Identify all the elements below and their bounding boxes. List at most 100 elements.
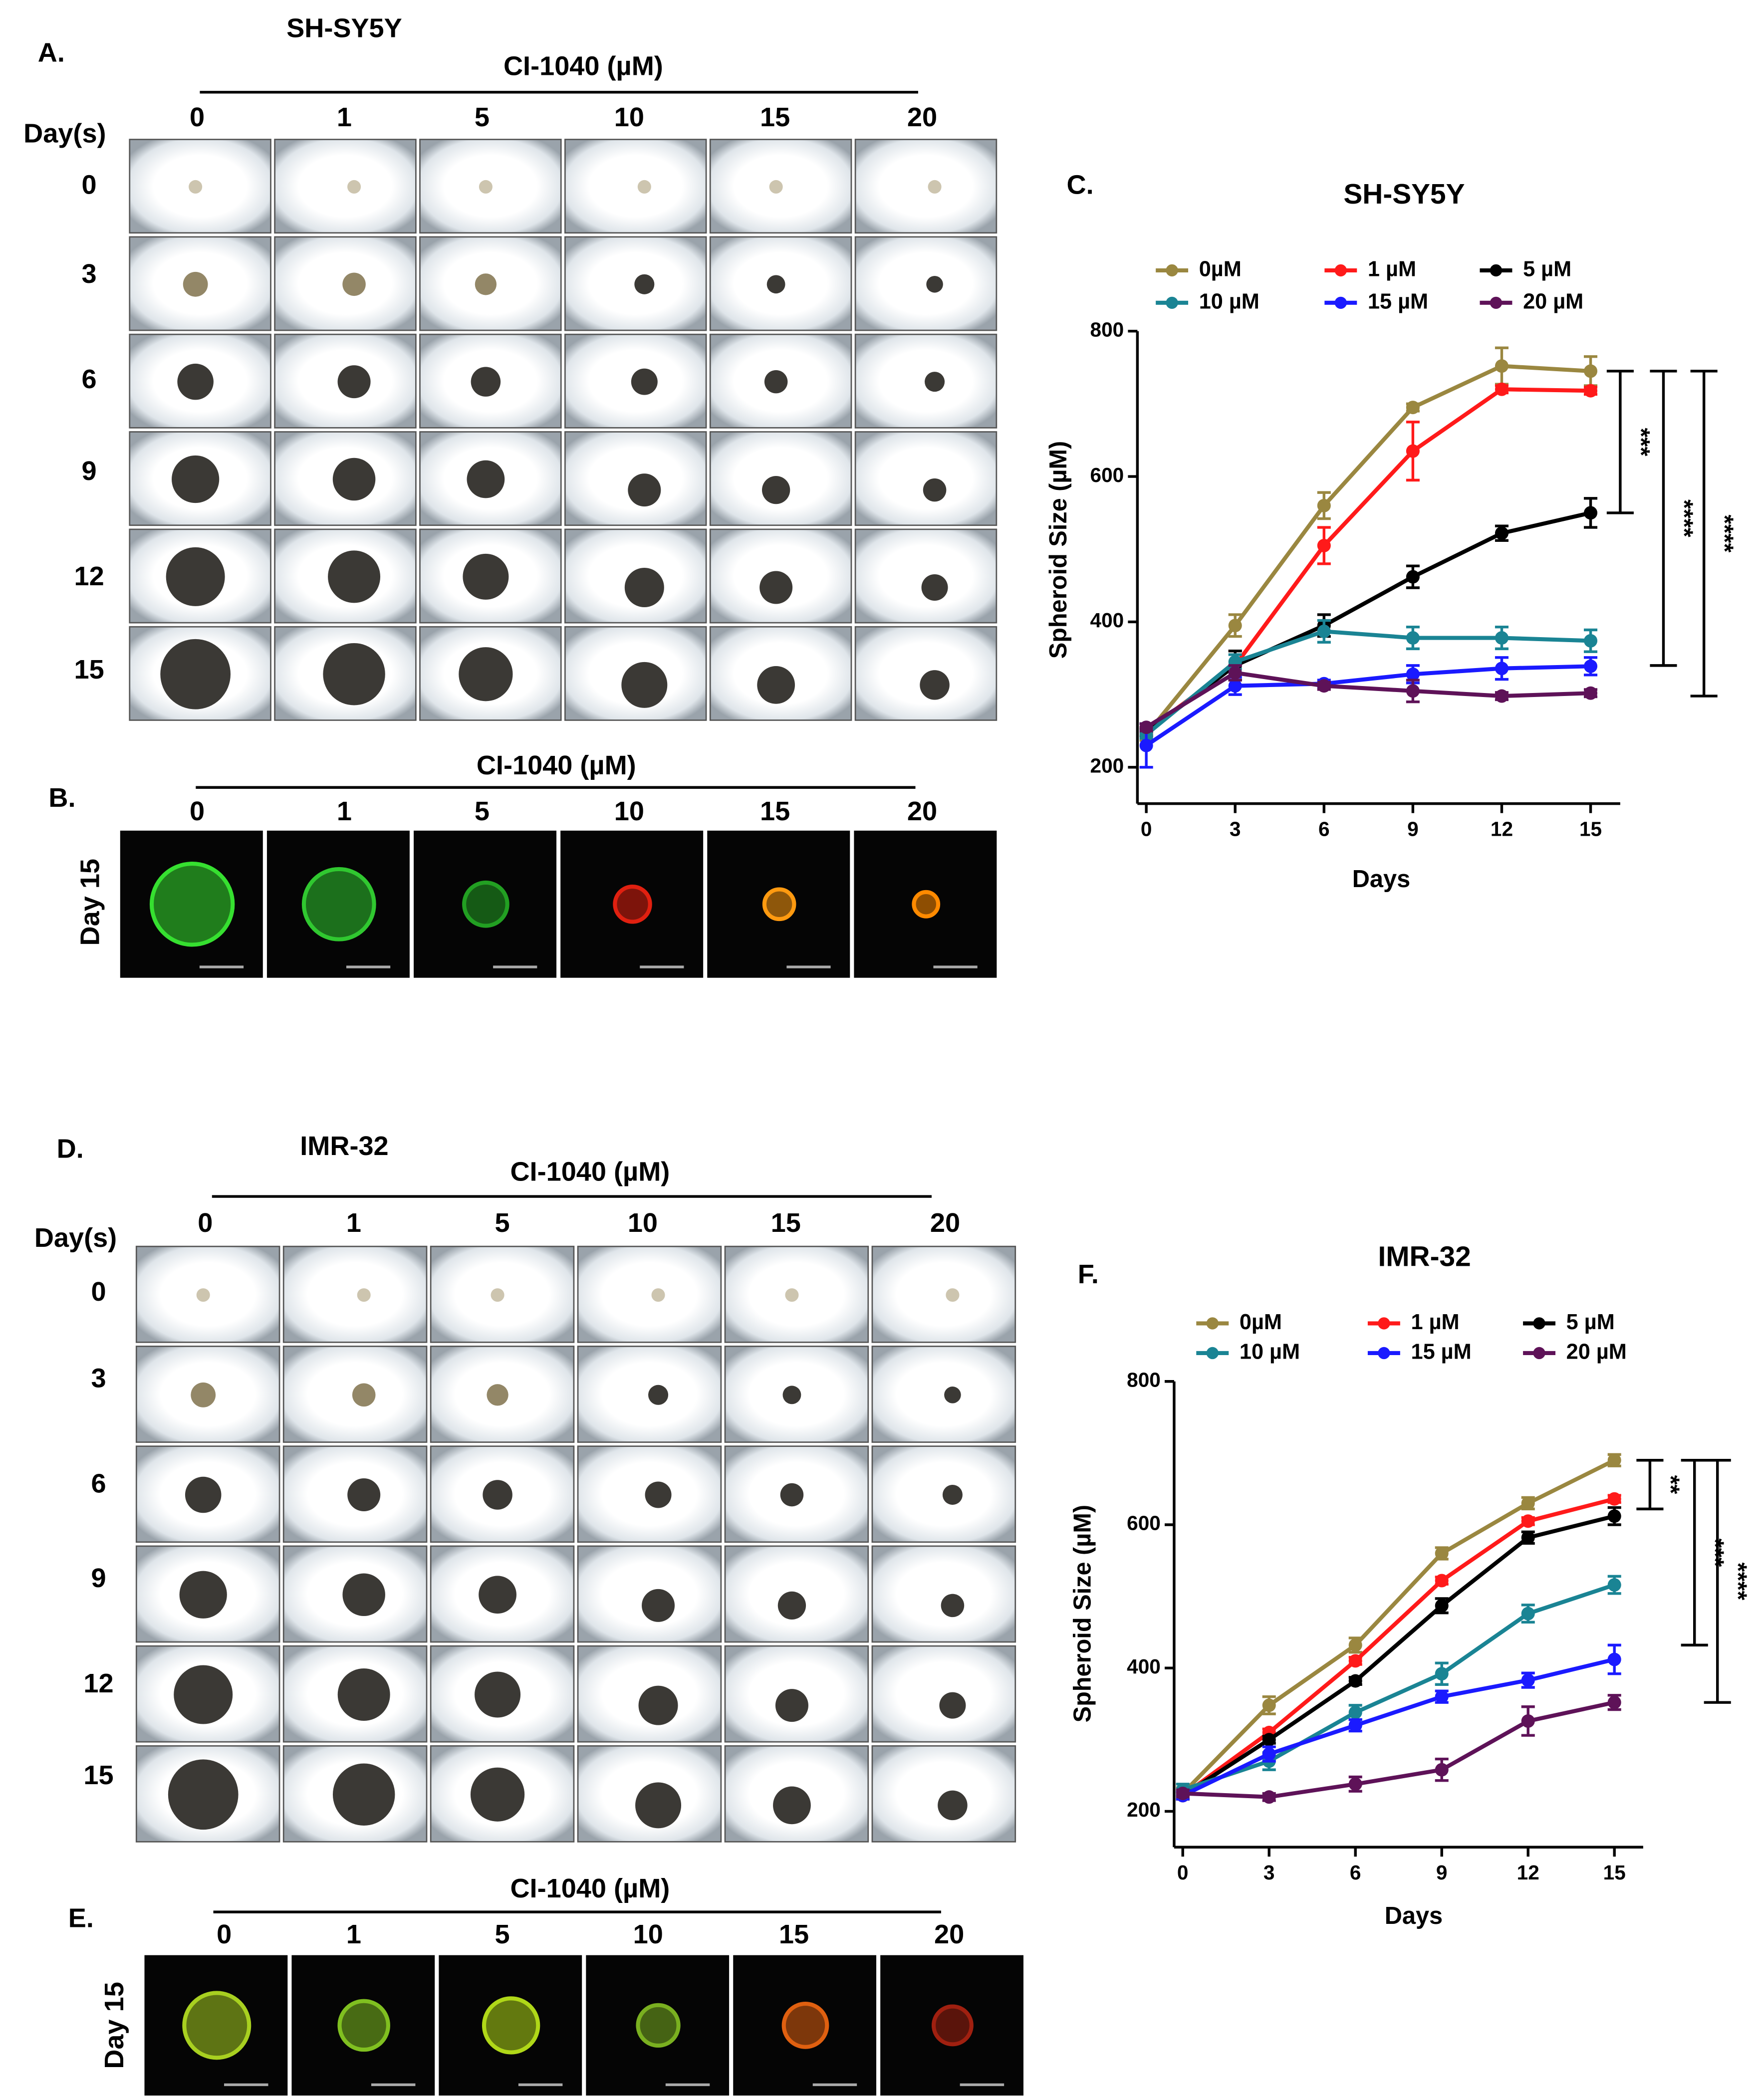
chart-title: SH-SY5Y [1343,179,1465,210]
spheroid [624,568,664,608]
micrograph [282,1245,428,1343]
spheroid [921,574,948,601]
row-label: Day 15 [75,859,105,945]
legend-label: 0µM [1199,257,1242,281]
data-point [1435,1690,1449,1704]
y-tick-label: 800 [1090,318,1124,341]
legend-label: 10 µM [1199,289,1259,313]
spheroid-stain [931,2004,974,2047]
spheroid [168,1759,239,1830]
significance-label: **** [1725,1563,1752,1601]
data-point [1435,1574,1449,1588]
drug-label: CI-1040 (µM) [477,750,636,780]
y-tick-label: 800 [1127,1368,1161,1391]
significance-bracket [1650,370,1677,667]
concentration-label: 1 [346,1919,361,1949]
data-point [1406,401,1420,415]
spheroid [621,662,668,708]
data-point [1262,1747,1276,1761]
legend-label: 20 µM [1566,1340,1627,1364]
data-point [1495,359,1509,373]
spheroid [467,460,505,498]
data-point [1348,1654,1362,1668]
x-tick-label: 12 [1491,818,1513,841]
concentration-label: 0 [190,102,205,132]
data-point [1495,689,1509,703]
legend-label: 1 µM [1411,1310,1460,1334]
spheroid [939,1692,966,1719]
spheroid [946,1288,960,1302]
significance-bracket [1704,1459,1731,1704]
data-point [1139,738,1153,752]
panel-label: A. [38,37,65,67]
legend-marker [1490,264,1503,277]
cell-line: IMR-32 [300,1131,388,1161]
legend-label: 20 µM [1523,289,1583,313]
legend-marker [1378,1317,1390,1330]
spheroid [342,272,366,296]
y-axis-label: Spheroid Size (µM) [1069,1505,1096,1723]
significance-bracket [1690,370,1718,698]
day-label: 12 [74,561,104,591]
spheroid [651,1288,665,1302]
y-tick-label: 400 [1090,609,1124,632]
day-label: 9 [91,1563,106,1593]
data-point [1584,384,1598,398]
micrograph [854,431,998,526]
micrograph [854,236,998,331]
legend-label: 5 µM [1523,257,1571,281]
legend-marker [1533,1347,1545,1360]
data-point [1521,1496,1535,1510]
spheroid [491,1288,504,1302]
spheroid [337,365,371,399]
series-line [1144,364,1591,736]
micrograph [871,1346,1016,1443]
legend-label: 15 µM [1368,289,1428,313]
spheroid-stain [462,880,509,928]
spheroid [637,180,651,194]
spheroid [347,180,361,194]
spheroid [761,476,790,504]
data-point [1435,1546,1449,1560]
data-point [1495,662,1509,676]
data-point [1435,1667,1449,1681]
data-point [1262,1790,1276,1804]
x-tick-label: 9 [1436,1861,1448,1884]
spheroid [470,1767,525,1822]
day-label: 0 [82,170,97,200]
series-line [1183,1700,1615,1799]
spheroid [479,180,493,194]
day-label: 15 [74,655,104,685]
drug-label: CI-1040 (µM) [503,51,663,81]
data-point [1348,1674,1362,1688]
series-line [1182,1657,1615,1798]
x-tick-label: 15 [1579,818,1602,841]
spheroid [459,647,513,701]
day-label: 3 [82,259,97,289]
significance-label: ** [1657,1475,1684,1494]
micrograph [274,139,417,234]
spheroid [352,1383,376,1407]
series-line [1145,671,1591,729]
data-point [1584,364,1598,378]
concentration-label: 10 [614,102,644,132]
series-line [1181,1497,1615,1798]
spheroid [337,1668,390,1721]
row-header: Day(s) [23,119,106,149]
spheroid [920,670,950,700]
micrograph [871,1245,1016,1343]
concentration-label: 5 [475,102,490,132]
spheroid [944,1387,961,1403]
significance-label: **** [1671,499,1698,537]
spheroid-stain [337,1999,390,2052]
data-point [1317,538,1331,553]
spheroid [769,180,783,194]
data-point [1584,659,1598,673]
spheroid [777,1591,806,1620]
data-point [1521,1714,1535,1728]
y-tick-label: 600 [1090,464,1124,486]
series-line [1182,1514,1615,1798]
spheroid [775,1689,808,1722]
data-point [1262,1733,1276,1747]
